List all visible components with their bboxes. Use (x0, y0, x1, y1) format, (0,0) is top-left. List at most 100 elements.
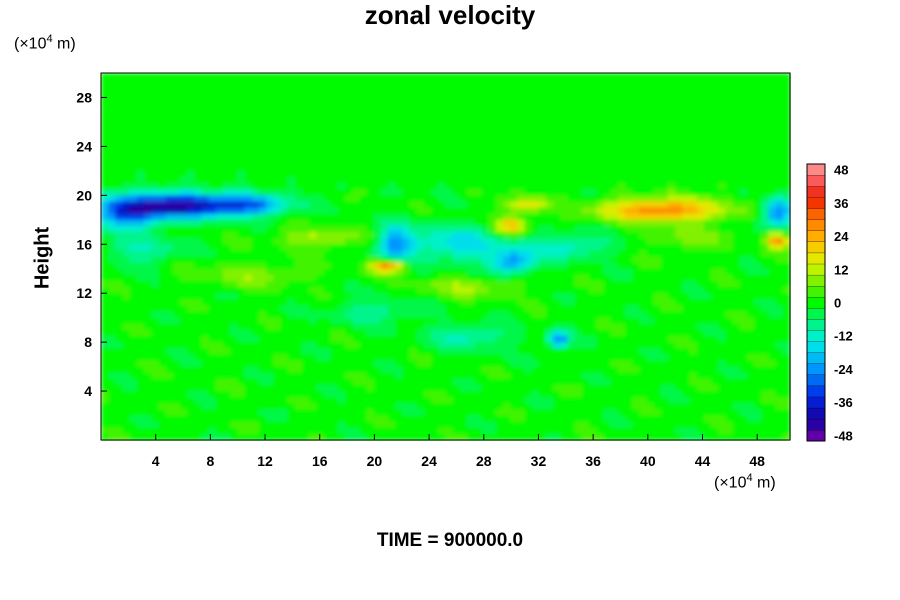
heatmap-cell (603, 103, 612, 111)
heatmap-cell (739, 201, 748, 209)
heatmap-cell (208, 183, 217, 190)
heatmap-cell (632, 128, 640, 135)
heatmap-cell (603, 152, 612, 160)
heatmap-cell (230, 189, 238, 196)
heatmap-cell (782, 372, 791, 380)
heatmap-cell (711, 152, 719, 160)
heatmap-cell (330, 299, 339, 307)
heatmap-cell (151, 201, 160, 209)
heatmap-cell (309, 317, 317, 325)
heatmap-cell (438, 176, 447, 184)
heatmap-cell (101, 299, 109, 307)
heatmap-cell (553, 225, 561, 233)
heatmap-cell (524, 85, 533, 92)
heatmap-cell (481, 268, 490, 276)
heatmap-cell (711, 195, 719, 203)
heatmap-cell (165, 195, 174, 203)
heatmap-cell (553, 140, 561, 147)
heatmap-cell (596, 91, 604, 99)
heatmap-cell (223, 305, 231, 313)
heatmap-cell (538, 109, 547, 117)
heatmap-cell (122, 146, 131, 154)
heatmap-cell (639, 287, 648, 294)
heatmap-cell (388, 342, 396, 349)
heatmap-cell (438, 329, 447, 337)
heatmap-cell (301, 85, 310, 92)
heatmap-cell (438, 103, 447, 111)
heatmap-cell (746, 164, 755, 172)
heatmap-cell (208, 354, 217, 362)
heatmap-cell (696, 378, 705, 386)
heatmap-cell (703, 329, 712, 337)
heatmap-cell (610, 140, 619, 147)
heatmap-cell (732, 134, 741, 141)
heatmap-cell (632, 164, 640, 172)
heatmap-cell (323, 311, 332, 319)
heatmap-cell (108, 348, 116, 355)
heatmap-cell (495, 280, 504, 288)
heatmap-cell (431, 299, 439, 307)
heatmap-cell (624, 305, 633, 313)
heatmap-cell (208, 384, 217, 392)
heatmap-cell (187, 317, 195, 325)
heatmap-cell (273, 134, 282, 141)
heatmap-cell (495, 244, 504, 251)
heatmap-cell (761, 378, 770, 386)
heatmap-cell (596, 128, 604, 135)
heatmap-cell (624, 103, 633, 111)
heatmap-cell (524, 366, 533, 374)
heatmap-cell (194, 366, 203, 374)
heatmap-cell (345, 152, 353, 160)
heatmap-cell (718, 152, 727, 160)
heatmap-cell (373, 176, 382, 184)
heatmap-cell (388, 329, 396, 337)
heatmap-cell (309, 79, 317, 86)
heatmap-cell (502, 201, 511, 209)
heatmap-cell (560, 366, 569, 374)
heatmap-cell (115, 360, 124, 368)
heatmap-cell (538, 293, 547, 300)
heatmap-cell (144, 140, 152, 147)
heatmap-cell (438, 207, 447, 215)
heatmap-cell (345, 195, 353, 203)
heatmap-cell (617, 109, 626, 117)
heatmap-cell (624, 317, 633, 325)
heatmap-cell (230, 372, 238, 380)
heatmap-cell (345, 213, 353, 221)
heatmap-cell (237, 170, 246, 178)
heatmap-cell (230, 97, 238, 105)
heatmap-cell (280, 256, 289, 264)
heatmap-cell (172, 238, 181, 245)
heatmap-cell (531, 311, 540, 319)
heatmap-cell (768, 256, 777, 264)
heatmap-cell (660, 201, 669, 209)
heatmap-cell (725, 103, 734, 111)
heatmap-cell (517, 360, 526, 368)
heatmap-cell (574, 317, 583, 325)
heatmap-cell (703, 183, 712, 190)
heatmap-cell (208, 121, 217, 129)
heatmap-cell (610, 115, 619, 123)
heatmap-cell (660, 73, 669, 80)
heatmap-cell (373, 152, 382, 160)
heatmap-cell (703, 225, 712, 233)
heatmap-cell (215, 244, 224, 251)
heatmap-cell (352, 354, 360, 362)
heatmap-cell (481, 311, 490, 319)
heatmap-cell (696, 140, 705, 147)
heatmap-cell (739, 329, 748, 337)
heatmap-cell (101, 109, 109, 117)
heatmap-cell (244, 140, 253, 147)
heatmap-cell (208, 323, 217, 331)
heatmap-cell (115, 170, 124, 178)
heatmap-cell (502, 366, 511, 374)
heatmap-cell (696, 232, 705, 239)
heatmap-cell (158, 115, 167, 123)
heatmap-cell (459, 201, 468, 209)
heatmap-cell (624, 158, 633, 166)
heatmap-cell (646, 342, 655, 349)
heatmap-cell (739, 366, 748, 374)
heatmap-cell (581, 195, 590, 203)
heatmap-cell (581, 121, 590, 129)
heatmap-cell (431, 146, 439, 154)
